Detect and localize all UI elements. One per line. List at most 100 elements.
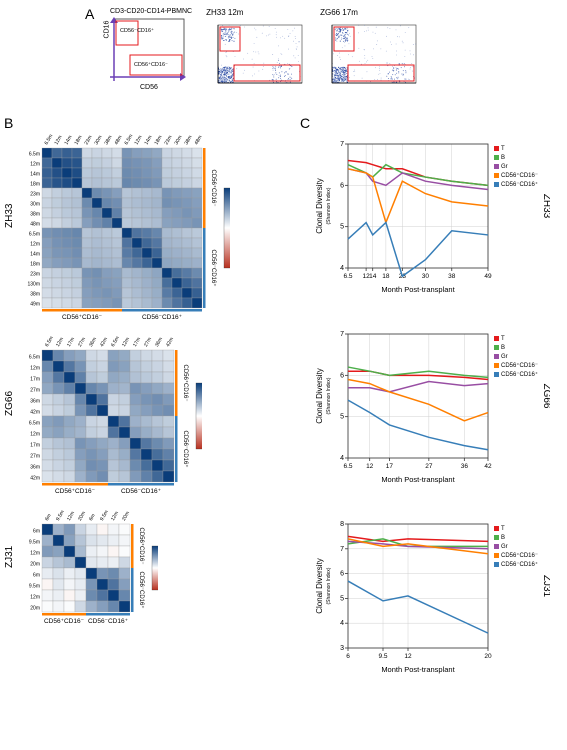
- svg-text:38m: 38m: [30, 212, 40, 218]
- svg-text:B: B: [501, 155, 505, 161]
- svg-text:14m: 14m: [144, 135, 154, 146]
- svg-text:9.5m: 9.5m: [55, 509, 66, 522]
- svg-text:Month Post-transplant: Month Post-transplant: [381, 285, 455, 294]
- svg-text:17m: 17m: [30, 442, 40, 448]
- panel-b-label: B: [4, 115, 13, 131]
- svg-text:18: 18: [382, 273, 390, 280]
- svg-text:36m: 36m: [30, 464, 40, 470]
- svg-text:CD56⁺CD16⁻: CD56⁺CD16⁻: [501, 172, 538, 179]
- svg-text:B: B: [501, 535, 505, 541]
- svg-text:38m: 38m: [30, 292, 40, 298]
- svg-text:18m: 18m: [74, 135, 84, 146]
- svg-text:Clonal Diversity: Clonal Diversity: [315, 368, 324, 424]
- svg-text:CD56⁺CD16⁻: CD56⁺CD16⁻: [44, 618, 85, 624]
- svg-text:ZJ31: ZJ31: [541, 575, 550, 598]
- svg-text:20m: 20m: [30, 605, 40, 611]
- svg-text:6.5m: 6.5m: [29, 232, 40, 238]
- svg-text:27m: 27m: [143, 337, 153, 348]
- svg-text:27m: 27m: [30, 453, 40, 459]
- svg-text:CD56⁺CD16⁻: CD56⁺CD16⁻: [55, 488, 96, 494]
- panel-c-label: C: [300, 115, 310, 131]
- svg-text:8: 8: [340, 521, 344, 528]
- facs-plot-zg66: ZG66 17m: [320, 8, 420, 93]
- gate-bot-label: CD56⁺CD16⁻: [134, 62, 168, 68]
- svg-text:5: 5: [340, 414, 344, 421]
- svg-text:6.5: 6.5: [343, 463, 352, 470]
- svg-text:CD56⁺CD16⁻: CD56⁺CD16⁻: [501, 362, 538, 369]
- svg-text:130m: 130m: [27, 282, 40, 288]
- svg-text:27: 27: [425, 463, 433, 470]
- linechart-ZJ31: 34567869.51220TBGrCD56⁺CD16⁻CD56⁻CD16⁺Cl…: [310, 510, 560, 682]
- svg-text:38m: 38m: [104, 135, 114, 146]
- svg-text:18m: 18m: [154, 135, 164, 146]
- svg-text:12m: 12m: [110, 511, 120, 522]
- svg-text:CD56⁻CD16⁺: CD56⁻CD16⁺: [501, 561, 538, 568]
- heatmap-ZG66: ZG666.5m12m17m27m36m42m6.5m12m17m27m36m4…: [12, 332, 292, 496]
- svg-text:14: 14: [369, 273, 377, 280]
- svg-text:CD56⁻CD16⁺: CD56⁻CD16⁺: [88, 618, 129, 624]
- svg-text:CD56⁻CD16⁺: CD56⁻CD16⁺: [142, 314, 183, 320]
- svg-text:23m: 23m: [30, 272, 40, 278]
- svg-text:12m: 12m: [66, 511, 76, 522]
- svg-text:30: 30: [422, 273, 430, 280]
- svg-text:Month Post-transplant: Month Post-transplant: [381, 665, 455, 674]
- svg-text:12: 12: [404, 653, 412, 660]
- subject-label: ZG66: [4, 391, 15, 416]
- svg-text:7: 7: [340, 331, 344, 338]
- svg-text:CD56⁻CD16⁺: CD56⁻CD16⁺: [501, 181, 538, 188]
- svg-text:7: 7: [340, 546, 344, 553]
- svg-text:CD56⁺CD16⁻: CD56⁺CD16⁻: [501, 552, 538, 559]
- svg-text:6.5m: 6.5m: [29, 152, 40, 158]
- svg-text:48m: 48m: [30, 222, 40, 228]
- svg-text:23m: 23m: [30, 192, 40, 198]
- svg-text:T: T: [501, 336, 505, 342]
- svg-text:36m: 36m: [154, 337, 164, 348]
- svg-text:30m: 30m: [30, 202, 40, 208]
- svg-text:42m: 42m: [165, 337, 175, 348]
- svg-text:27m: 27m: [30, 387, 40, 393]
- svg-text:6.5m: 6.5m: [110, 335, 121, 348]
- svg-text:6: 6: [340, 182, 344, 189]
- svg-text:12m: 12m: [55, 337, 65, 348]
- svg-text:CD56⁺CD16⁻: CD56⁺CD16⁻: [62, 314, 103, 320]
- svg-text:3: 3: [340, 645, 344, 652]
- svg-text:12m: 12m: [134, 135, 144, 146]
- svg-text:5: 5: [340, 595, 344, 602]
- svg-text:9.5m: 9.5m: [99, 509, 110, 522]
- svg-text:CD56⁺CD16⁻: CD56⁺CD16⁻: [182, 364, 189, 401]
- svg-text:20m: 20m: [30, 561, 40, 567]
- svg-text:6.5m: 6.5m: [29, 420, 40, 426]
- svg-text:27m: 27m: [77, 337, 87, 348]
- svg-text:6.5m: 6.5m: [44, 335, 55, 348]
- svg-text:Clonal Diversity: Clonal Diversity: [315, 178, 324, 234]
- svg-text:4: 4: [340, 455, 344, 462]
- svg-text:Gr: Gr: [501, 544, 508, 550]
- svg-text:18m: 18m: [30, 182, 40, 188]
- svg-text:CD56⁺CD16⁻: CD56⁺CD16⁻: [138, 527, 145, 564]
- svg-text:6.5m: 6.5m: [29, 354, 40, 360]
- heatmap-ZJ31: ZJ316m9.5m12m20m6m9.5m12m20m6m9.5m12m20m…: [12, 506, 292, 626]
- svg-text:17m: 17m: [30, 376, 40, 382]
- svg-text:CD56⁻CD16⁺: CD56⁻CD16⁺: [501, 371, 538, 378]
- svg-text:23m: 23m: [164, 135, 174, 146]
- svg-text:Gr: Gr: [501, 354, 508, 360]
- svg-text:14m: 14m: [30, 252, 40, 258]
- panel-c: 45676.512141823303849TBGrCD56⁺CD16⁻CD56⁻…: [310, 130, 560, 700]
- pbmnc-header: CD3-CD20-CD14-PBMNC: [110, 8, 192, 15]
- svg-text:20m: 20m: [121, 511, 131, 522]
- svg-text:Gr: Gr: [501, 164, 508, 170]
- linechart-ZH33: 45676.512141823303849TBGrCD56⁺CD16⁻CD56⁻…: [310, 130, 560, 302]
- gate-top-label: CD56⁻CD16⁺: [120, 28, 154, 34]
- svg-text:12m: 12m: [30, 550, 40, 556]
- svg-text:12m: 12m: [30, 242, 40, 248]
- svg-text:CD56⁻CD16⁺: CD56⁻CD16⁺: [182, 430, 189, 467]
- panel-b: ZH336.5m12m14m18m23m30m38m48m6.5m12m14m1…: [12, 130, 292, 636]
- svg-text:6.5m: 6.5m: [44, 133, 55, 146]
- svg-text:42m: 42m: [99, 337, 109, 348]
- svg-text:49: 49: [484, 273, 492, 280]
- panel-a: CD3-CD20-CD14-PBMNC CD56⁻CD16⁺ CD56⁺CD16…: [100, 8, 420, 93]
- subject-label: ZJ31: [4, 546, 15, 568]
- svg-text:30m: 30m: [94, 135, 104, 146]
- svg-text:6: 6: [340, 372, 344, 379]
- svg-text:(Shannon Index): (Shannon Index): [326, 377, 332, 414]
